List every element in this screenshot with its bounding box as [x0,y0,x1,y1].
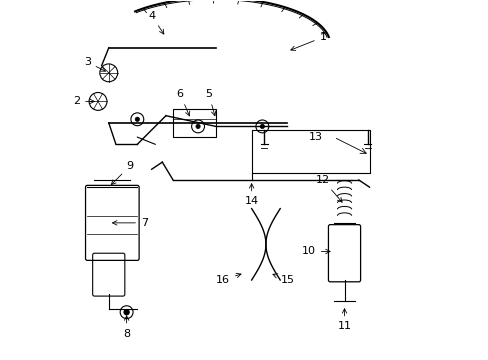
Text: 16: 16 [216,273,241,285]
Text: 5: 5 [205,89,215,116]
Circle shape [135,117,139,121]
Text: 12: 12 [315,175,342,202]
Text: 10: 10 [301,247,329,256]
Text: 4: 4 [148,11,163,34]
Bar [251,130,369,173]
Text: 13: 13 [308,132,322,142]
Bar [173,109,216,137]
Text: 14: 14 [244,184,258,206]
Text: 8: 8 [123,316,130,339]
Circle shape [124,310,129,315]
Circle shape [260,124,264,129]
Text: 6: 6 [176,89,189,116]
Text: 11: 11 [337,309,351,332]
Text: 2: 2 [73,96,94,107]
Text: 9: 9 [111,161,134,185]
Text: 3: 3 [83,57,105,71]
Text: 7: 7 [112,218,148,228]
Text: 1: 1 [290,32,326,50]
Text: 15: 15 [272,274,294,285]
Circle shape [196,124,200,129]
